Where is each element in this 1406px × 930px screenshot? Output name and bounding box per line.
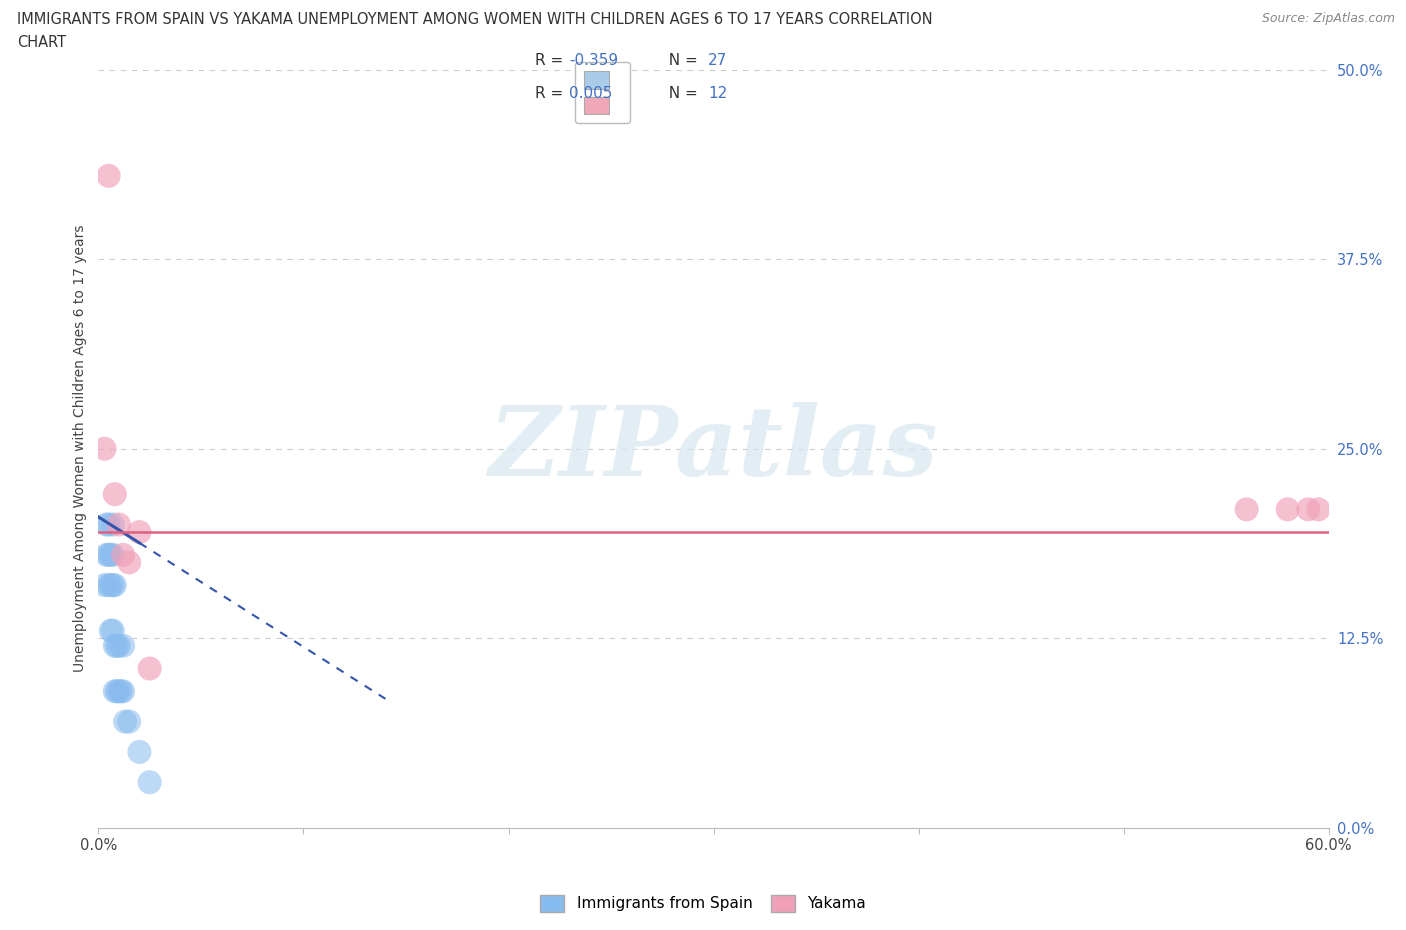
Text: 27: 27 bbox=[709, 53, 727, 68]
Text: IMMIGRANTS FROM SPAIN VS YAKAMA UNEMPLOYMENT AMONG WOMEN WITH CHILDREN AGES 6 TO: IMMIGRANTS FROM SPAIN VS YAKAMA UNEMPLOY… bbox=[17, 12, 932, 27]
Text: 0.005: 0.005 bbox=[569, 86, 613, 100]
Y-axis label: Unemployment Among Women with Children Ages 6 to 17 years: Unemployment Among Women with Children A… bbox=[73, 225, 87, 672]
Text: CHART: CHART bbox=[17, 35, 66, 50]
Point bbox=[93, 442, 115, 457]
Text: R =: R = bbox=[534, 86, 568, 100]
Point bbox=[1277, 502, 1299, 517]
Point bbox=[105, 684, 128, 698]
Point bbox=[112, 638, 135, 653]
Point bbox=[104, 486, 127, 501]
Point bbox=[104, 578, 127, 592]
Text: N =: N = bbox=[659, 86, 703, 100]
Point bbox=[108, 684, 131, 698]
Point bbox=[112, 684, 135, 698]
Point bbox=[97, 168, 120, 183]
Point bbox=[101, 578, 124, 592]
Point bbox=[110, 684, 132, 698]
Point bbox=[128, 744, 150, 759]
Point bbox=[100, 623, 122, 638]
Point bbox=[93, 578, 115, 592]
Point bbox=[112, 548, 135, 563]
Text: R =: R = bbox=[534, 53, 568, 68]
Text: 12: 12 bbox=[709, 86, 727, 100]
Point bbox=[114, 714, 136, 729]
Point bbox=[138, 661, 160, 676]
Point bbox=[108, 517, 131, 532]
Point bbox=[100, 548, 122, 563]
Point bbox=[128, 525, 150, 539]
Point bbox=[97, 548, 120, 563]
Point bbox=[118, 555, 141, 570]
Point bbox=[118, 714, 141, 729]
Legend: , : , bbox=[575, 62, 630, 124]
Point bbox=[108, 638, 131, 653]
Point bbox=[1308, 502, 1330, 517]
Point bbox=[101, 548, 124, 563]
Text: -0.359: -0.359 bbox=[569, 53, 619, 68]
Point bbox=[96, 548, 118, 563]
Legend: Immigrants from Spain, Yakama: Immigrants from Spain, Yakama bbox=[534, 889, 872, 918]
Point bbox=[105, 638, 128, 653]
Text: N =: N = bbox=[659, 53, 703, 68]
Point bbox=[104, 684, 127, 698]
Point bbox=[101, 623, 124, 638]
Point bbox=[100, 578, 122, 592]
Point bbox=[97, 578, 120, 592]
Point bbox=[101, 517, 124, 532]
Point bbox=[104, 638, 127, 653]
Text: Source: ZipAtlas.com: Source: ZipAtlas.com bbox=[1261, 12, 1395, 25]
Text: ZIPatlas: ZIPatlas bbox=[489, 402, 938, 496]
Point bbox=[96, 517, 118, 532]
Point bbox=[1296, 502, 1319, 517]
Point bbox=[97, 517, 120, 532]
Point bbox=[138, 775, 160, 790]
Point bbox=[1236, 502, 1258, 517]
